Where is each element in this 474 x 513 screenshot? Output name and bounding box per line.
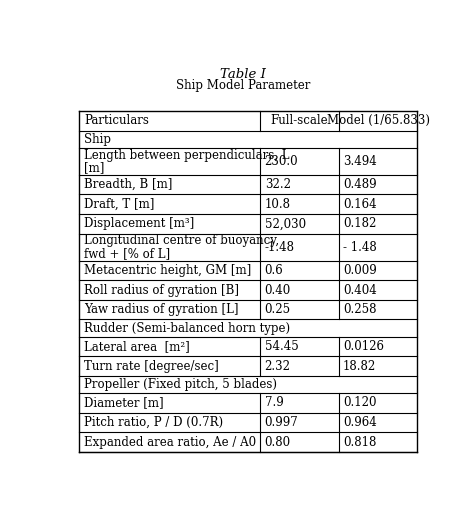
Text: 0.6: 0.6 — [264, 264, 283, 277]
Text: Metacentric height, GM [m]: Metacentric height, GM [m] — [84, 264, 251, 277]
Text: Longitudinal centre of buoyancy,: Longitudinal centre of buoyancy, — [84, 234, 279, 247]
Text: 54.45: 54.45 — [264, 340, 299, 353]
Text: 0.164: 0.164 — [343, 198, 377, 211]
Text: 52,030: 52,030 — [264, 218, 306, 230]
Text: Particulars: Particulars — [84, 114, 149, 127]
Text: 32.2: 32.2 — [264, 178, 291, 191]
Text: Ship: Ship — [84, 133, 111, 146]
Text: 10.8: 10.8 — [264, 198, 291, 211]
Text: Turn rate [degree/sec]: Turn rate [degree/sec] — [84, 360, 219, 372]
Text: Yaw radius of gyration [L]: Yaw radius of gyration [L] — [84, 303, 238, 316]
Text: -1.48: -1.48 — [264, 241, 295, 253]
Text: Pitch ratio, P / D (0.7R): Pitch ratio, P / D (0.7R) — [84, 416, 223, 429]
Text: 0.009: 0.009 — [343, 264, 377, 277]
Text: Length between perpendiculars, L: Length between perpendiculars, L — [84, 149, 289, 162]
Text: Lateral area  [m²]: Lateral area [m²] — [84, 340, 190, 353]
Text: Rudder (Semi-balanced horn type): Rudder (Semi-balanced horn type) — [84, 322, 290, 334]
Text: 0.182: 0.182 — [343, 218, 376, 230]
Text: [m]: [m] — [84, 161, 104, 174]
Text: 0.40: 0.40 — [264, 284, 291, 297]
Text: 0.80: 0.80 — [264, 436, 291, 448]
Text: 0.0126: 0.0126 — [343, 340, 384, 353]
Text: Roll radius of gyration [B]: Roll radius of gyration [B] — [84, 284, 239, 297]
Text: 0.258: 0.258 — [343, 303, 376, 316]
Text: 7.9: 7.9 — [264, 397, 283, 409]
Text: 230.0: 230.0 — [264, 155, 298, 168]
Text: Displacement [m³]: Displacement [m³] — [84, 218, 194, 230]
Text: 0.120: 0.120 — [343, 397, 376, 409]
Text: 18.82: 18.82 — [343, 360, 376, 372]
Text: 0.25: 0.25 — [264, 303, 291, 316]
Text: Ship Model Parameter: Ship Model Parameter — [176, 79, 310, 92]
Text: - 1.48: - 1.48 — [343, 241, 377, 253]
Text: Propeller (Fixed pitch, 5 blades): Propeller (Fixed pitch, 5 blades) — [84, 378, 277, 391]
Text: Draft, T [m]: Draft, T [m] — [84, 198, 154, 211]
Text: 0.404: 0.404 — [343, 284, 377, 297]
Text: 0.489: 0.489 — [343, 178, 377, 191]
Text: Expanded area ratio, Ae / A0: Expanded area ratio, Ae / A0 — [84, 436, 256, 448]
Text: Breadth, B [m]: Breadth, B [m] — [84, 178, 172, 191]
Text: Table I: Table I — [220, 68, 266, 81]
Text: Diameter [m]: Diameter [m] — [84, 397, 164, 409]
Text: 0.997: 0.997 — [264, 416, 299, 429]
Text: Model (1/65.833): Model (1/65.833) — [327, 114, 429, 127]
Text: 2.32: 2.32 — [264, 360, 291, 372]
Text: 0.964: 0.964 — [343, 416, 377, 429]
Text: 0.818: 0.818 — [343, 436, 376, 448]
Text: fwd + [% of L]: fwd + [% of L] — [84, 247, 170, 260]
Text: Full-scale: Full-scale — [271, 114, 328, 127]
Text: 3.494: 3.494 — [343, 155, 377, 168]
